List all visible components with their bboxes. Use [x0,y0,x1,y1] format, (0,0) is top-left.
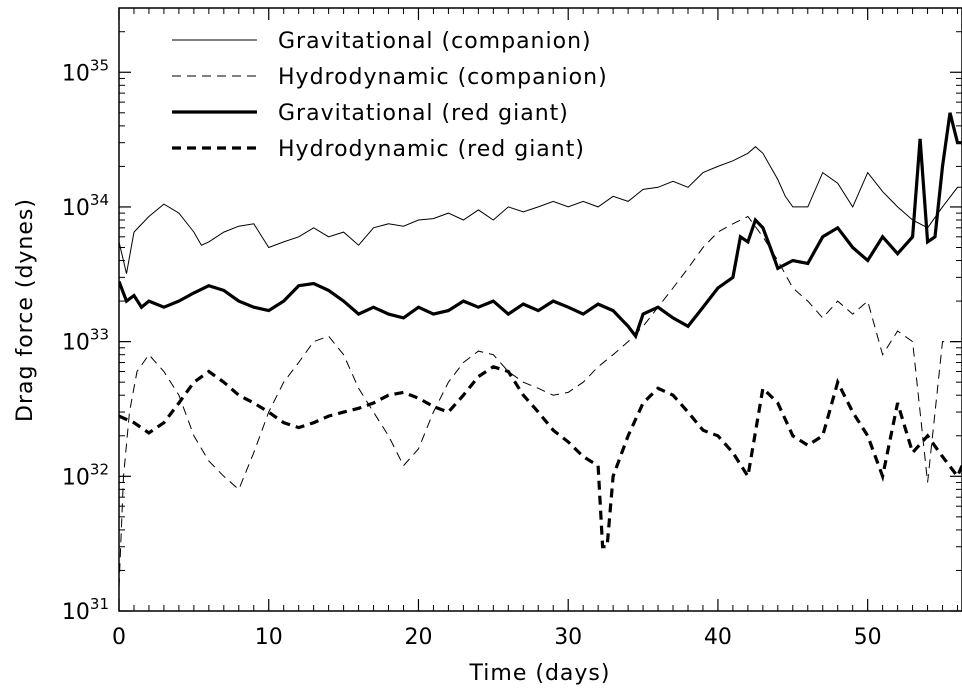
y-axis-title: Drag force (dynes) [13,198,38,422]
y-tick-label: 1032 [62,460,109,490]
x-axis: 0 10 20 30 40 50 [112,8,959,650]
legend-label-3: Gravitational (red giant) [278,101,569,126]
y-tick-label: 1033 [62,326,109,356]
legend-label-4: Hydrodynamic (red giant) [278,137,585,162]
y-tick-label: 1034 [62,191,109,221]
y-tick-label: 1031 [62,595,109,625]
series-line-3 [119,112,962,340]
x-tick-label: 10 [255,625,283,650]
x-tick-label: 20 [404,625,432,650]
x-tick-label: 40 [704,625,732,650]
series-line-1 [119,146,962,274]
series-line-4 [119,365,962,549]
plot-border [118,7,962,612]
legend-label-2: Hydrodynamic (companion) [278,65,608,90]
x-tick-label: 0 [112,625,126,650]
x-tick-label: 30 [554,625,582,650]
plot-frame [118,7,962,612]
legend: Gravitational (companion) Hydrodynamic (c… [172,29,608,162]
series-line-2 [119,215,962,588]
y-tick-label: 1035 [62,56,109,86]
x-tick-label: 50 [854,625,882,650]
series-layer [119,112,962,588]
y-axis: 1031 1032 1033 1034 1035 [62,7,962,625]
x-axis-title: Time (days) [469,661,611,686]
legend-label-1: Gravitational (companion) [278,29,592,54]
